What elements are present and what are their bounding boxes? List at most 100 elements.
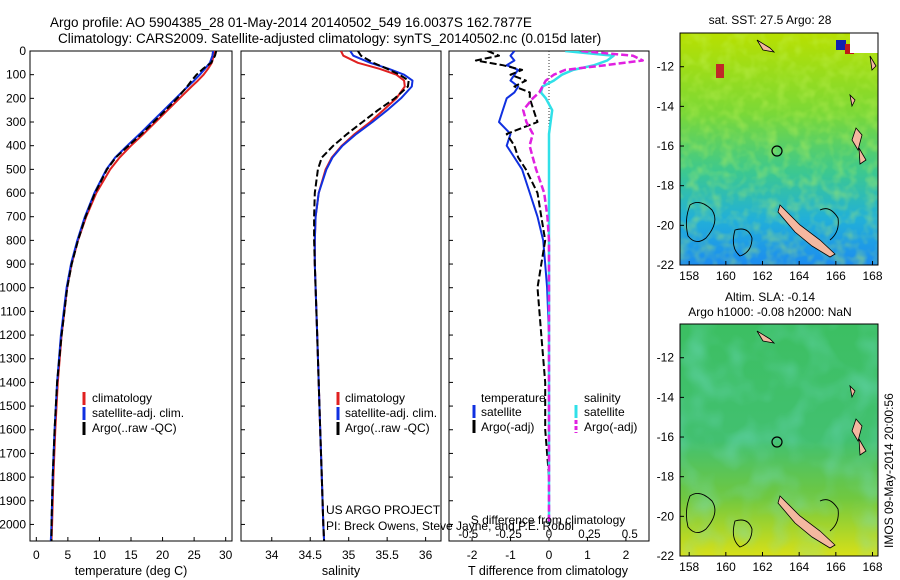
depth-tick-label: 2000 bbox=[0, 517, 26, 531]
series-line-salinity-satellite bbox=[539, 51, 615, 525]
argo-float-marker bbox=[771, 436, 783, 448]
axes-layer: 0100200300400500600700800900100011001200… bbox=[0, 44, 638, 562]
sst-map-ticks: 158 160 162 164 166 168 -12 -14 -16 -18 -20 -22 bbox=[657, 60, 883, 283]
map-x-tick-label: 162 bbox=[752, 560, 772, 574]
map-y-tick-label: -20 bbox=[657, 218, 675, 232]
map-x-tick-label: 158 bbox=[679, 269, 699, 283]
legend-label-climatology: climatology bbox=[345, 391, 405, 405]
x-tick-label: 34.5 bbox=[299, 548, 323, 562]
warm-patch bbox=[836, 40, 846, 50]
timestamp-stamp: IMOS 09-May-2014 20:00:56 bbox=[882, 393, 896, 548]
x-tick-label: 1 bbox=[584, 548, 591, 562]
map-y-tick-label: -18 bbox=[657, 470, 675, 484]
x-tick-label: 35 bbox=[342, 548, 356, 562]
x-tick-label: 35.5 bbox=[375, 548, 399, 562]
sla-map-frame bbox=[679, 323, 879, 557]
series-line-temperature-satellite bbox=[498, 51, 550, 525]
x-tick-label: -1 bbox=[505, 548, 516, 562]
map-x-tick-label: 162 bbox=[752, 269, 772, 283]
series-line-temperature-argo-adj- bbox=[474, 51, 550, 525]
depth-tick-label: 1700 bbox=[0, 446, 26, 460]
x-top-tick-label: 0.5 bbox=[622, 529, 638, 541]
temperature-legend: climatology satellite-adj. clim. Argo(..… bbox=[82, 391, 184, 435]
x-tick-label: 20 bbox=[156, 548, 170, 562]
depth-tick-label: 800 bbox=[6, 233, 26, 247]
x-tick-label: 10 bbox=[93, 548, 107, 562]
map-y-tick-label: -16 bbox=[657, 139, 675, 153]
depth-tick-label: 1000 bbox=[0, 281, 26, 295]
map-y-tick-label: -14 bbox=[657, 390, 675, 404]
x-tick-label: 34 bbox=[265, 548, 279, 562]
map-y-tick-label: -20 bbox=[657, 509, 675, 523]
salinity-xlabel: salinity bbox=[322, 564, 361, 578]
depth-tick-label: 200 bbox=[6, 91, 26, 105]
temperature-xlabel: temperature (deg C) bbox=[75, 564, 188, 578]
salinity-plot-frame bbox=[240, 50, 442, 542]
depth-tick-label: 1500 bbox=[0, 399, 26, 413]
legend-title-salinity: salinity bbox=[584, 391, 621, 405]
legend-label-temp-argo: Argo(-adj) bbox=[481, 420, 534, 434]
pi-label: PI: Breck Owens, Steve Jayne, and P.E. R… bbox=[326, 519, 574, 533]
salinity-series bbox=[313, 51, 414, 541]
x-tick-label: 36 bbox=[419, 548, 433, 562]
map-x-tick-label: 164 bbox=[789, 560, 809, 574]
map-y-tick-label: -22 bbox=[657, 549, 675, 563]
x-tick-label: 5 bbox=[65, 548, 72, 562]
map-y-tick-label: -16 bbox=[657, 430, 675, 444]
legend-label-sal-argo: Argo(-adj) bbox=[584, 420, 637, 434]
x-tick-label: 15 bbox=[124, 548, 138, 562]
sst-map-title: sat. SST: 27.5 Argo: 28 bbox=[709, 13, 832, 27]
series-line-satellite-adj-clim- bbox=[49, 51, 215, 541]
series-line-argo-raw-qc- bbox=[50, 51, 218, 541]
depth-tick-label: 500 bbox=[6, 162, 26, 176]
depth-tick-label: 100 bbox=[6, 68, 26, 82]
warm-patch bbox=[716, 64, 724, 78]
lines-layer bbox=[49, 51, 644, 541]
temperature-plot-frame bbox=[29, 50, 233, 542]
salinity-legend: climatology satellite-adj. clim. Argo(..… bbox=[336, 391, 437, 435]
no-data-region bbox=[850, 33, 878, 53]
argo-float-marker bbox=[771, 145, 783, 157]
legend-label-argo: Argo(..raw -QC) bbox=[92, 421, 177, 435]
depth-tick-label: 1800 bbox=[0, 470, 26, 484]
depth-tick-label: 1100 bbox=[0, 304, 26, 318]
x-tick-label: 0 bbox=[33, 548, 40, 562]
x-tick-label: 0 bbox=[546, 548, 553, 562]
legend-label-temp-satellite: satellite bbox=[481, 405, 522, 419]
x-tick-label: 2 bbox=[623, 548, 630, 562]
header-line2: Climatology: CARS2009. Satellite-adjuste… bbox=[58, 31, 601, 46]
map-x-tick-label: 164 bbox=[789, 269, 809, 283]
depth-tick-label: 400 bbox=[6, 139, 26, 153]
depth-tick-label: 1900 bbox=[0, 494, 26, 508]
depth-tick-label: 1300 bbox=[0, 352, 26, 366]
x-tick-label: -2 bbox=[467, 548, 478, 562]
project-label: US ARGO PROJECT bbox=[326, 503, 441, 517]
map-x-tick-label: 160 bbox=[716, 560, 736, 574]
bathymetry-contour bbox=[732, 208, 839, 257]
sla-texture bbox=[680, 324, 878, 556]
sst-map bbox=[679, 32, 879, 266]
legend-label-argo: Argo(..raw -QC) bbox=[345, 421, 430, 435]
series-line-argo-raw-qc- bbox=[313, 51, 410, 541]
map-x-tick-label: 168 bbox=[862, 269, 882, 283]
difference-legend: temperature salinity satellite Argo(-adj… bbox=[472, 391, 637, 434]
sla-map-title-1: Altim. SLA: -0.14 bbox=[725, 290, 815, 304]
new-caledonia-land bbox=[777, 204, 836, 258]
vanuatu-islands bbox=[756, 39, 877, 165]
legend-label-satellite: satellite-adj. clim. bbox=[92, 406, 184, 420]
difference-xlabel: T difference from climatology bbox=[468, 564, 629, 578]
depth-tick-label: 1200 bbox=[0, 328, 26, 342]
legend-label-satellite: satellite-adj. clim. bbox=[345, 406, 437, 420]
depth-tick-label: 1400 bbox=[0, 375, 26, 389]
map-x-tick-label: 168 bbox=[862, 560, 882, 574]
x-tick-label: 30 bbox=[219, 548, 233, 562]
sst-texture bbox=[680, 33, 878, 265]
temperature-series bbox=[49, 51, 218, 541]
bathymetry-contour bbox=[685, 492, 716, 533]
map-y-tick-label: -12 bbox=[657, 351, 675, 365]
map-y-tick-label: -12 bbox=[657, 60, 675, 74]
legend-label-climatology: climatology bbox=[92, 391, 152, 405]
legend-title-temperature: temperature bbox=[481, 391, 546, 405]
new-caledonia-land bbox=[777, 495, 836, 549]
map-x-tick-label: 158 bbox=[679, 560, 699, 574]
